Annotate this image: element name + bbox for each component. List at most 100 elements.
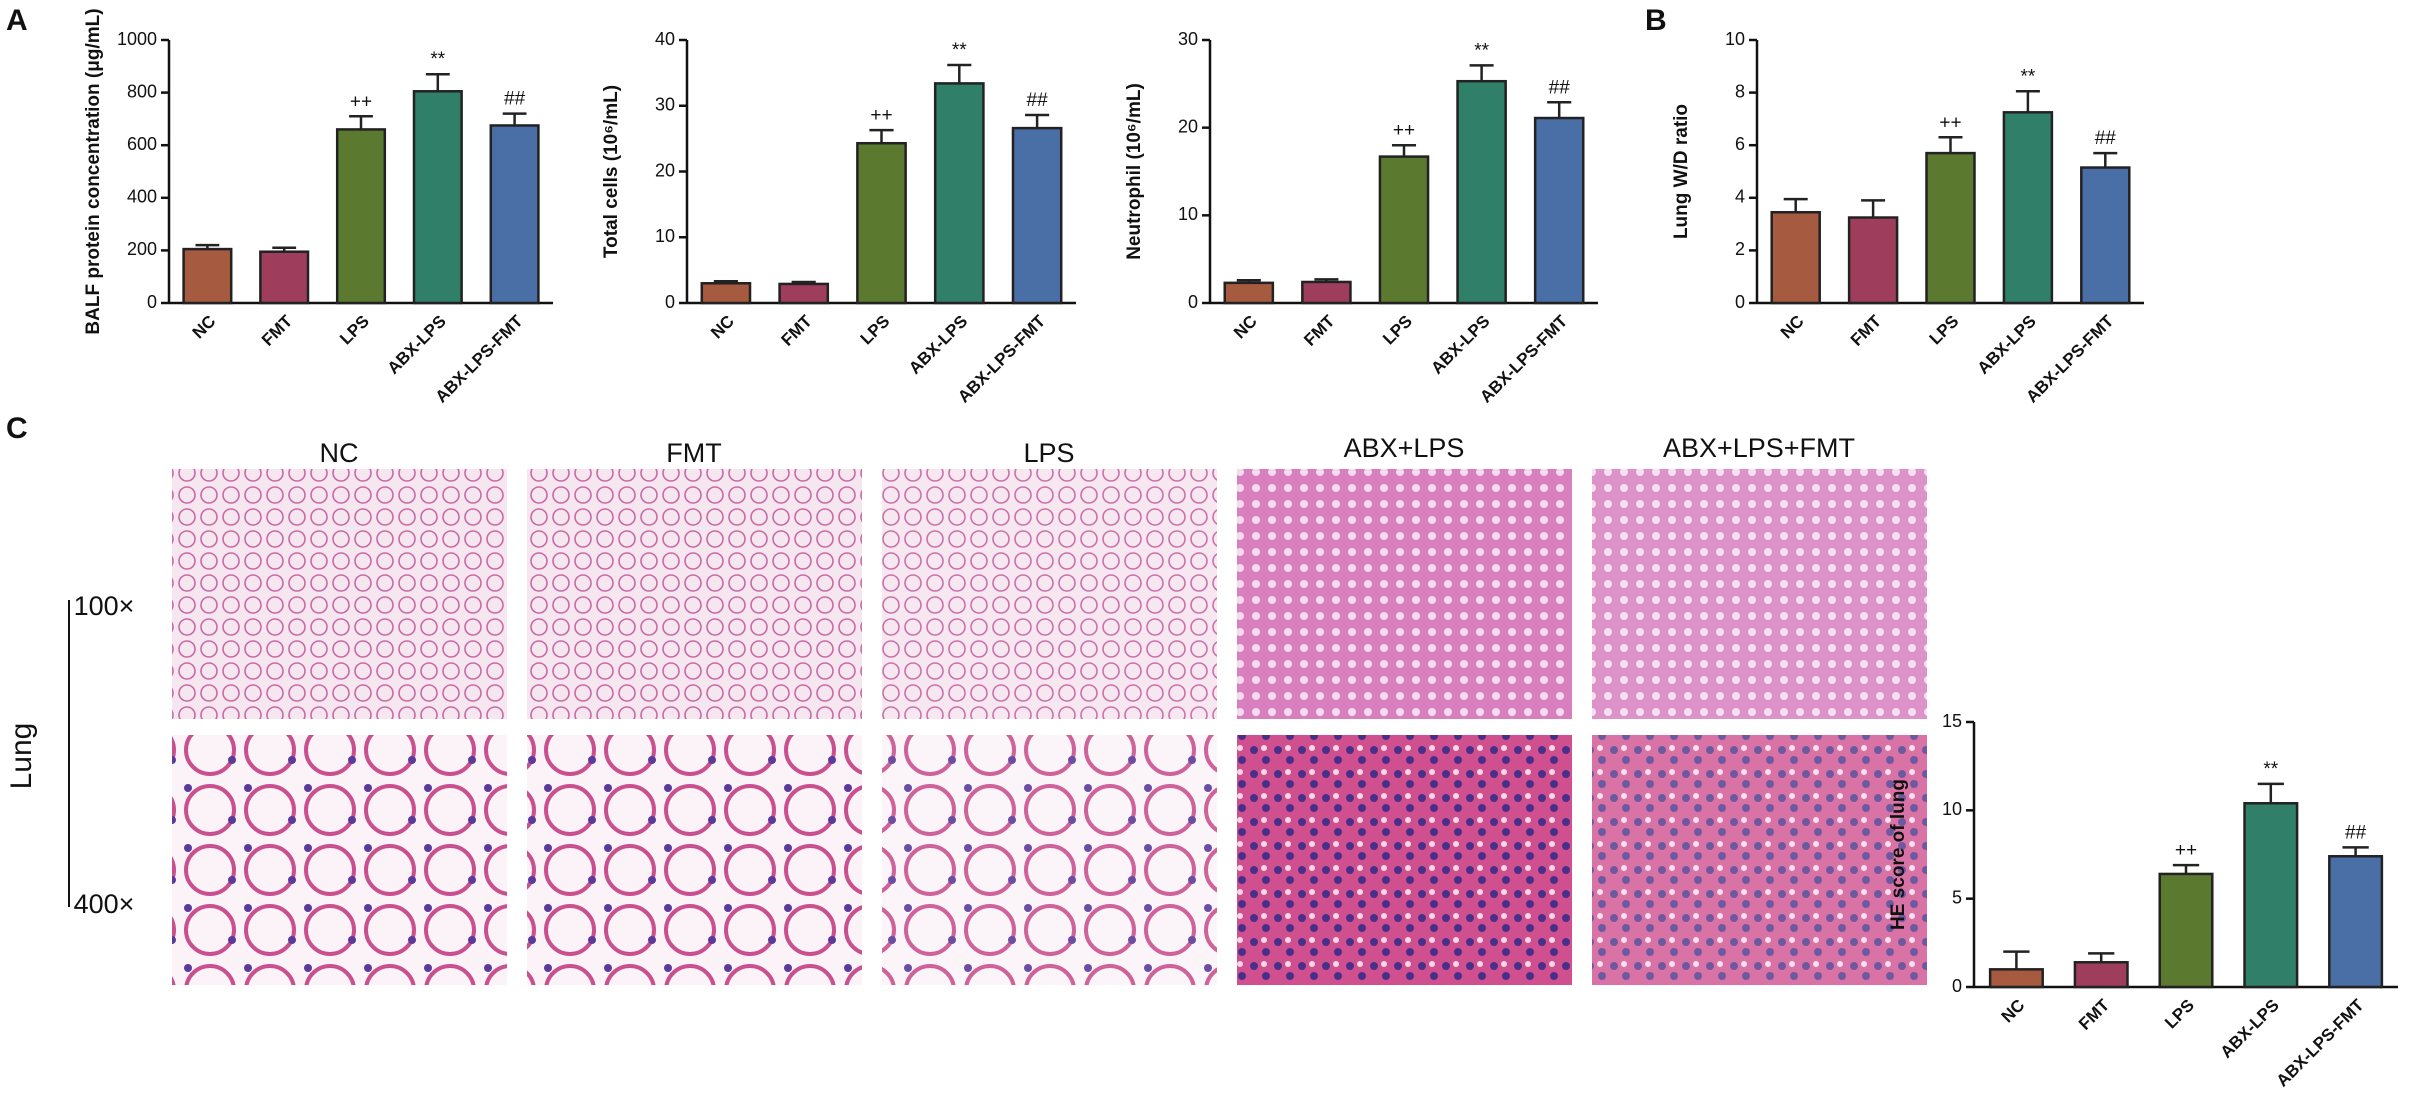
y-tick-label: 1000: [117, 29, 157, 49]
y-tick-label: 800: [127, 81, 157, 101]
micrograph: [527, 735, 862, 985]
significance-label: **: [952, 40, 967, 61]
y-axis-title: Neutrophil (10⁶/mL): [1124, 83, 1145, 260]
y-tick-label: 10: [1178, 204, 1198, 224]
x-tick-label: ABX-LPS: [384, 312, 450, 378]
x-tick-label: FMT: [1847, 311, 1886, 350]
y-tick-label: 0: [147, 292, 157, 312]
y-tick-label: 200: [127, 239, 157, 259]
significance-label: ##: [504, 89, 526, 110]
bar: [1988, 968, 2044, 989]
bar: [778, 282, 830, 305]
micrograph: [882, 469, 1217, 719]
x-tick-label: NC: [1230, 312, 1261, 343]
micrograph: [172, 735, 507, 985]
y-tick-label: 30: [1178, 29, 1198, 49]
bar: [2080, 166, 2131, 305]
significance-label: ++: [1939, 112, 1961, 133]
x-tick-label: FMT: [258, 311, 297, 350]
y-tick-label: 20: [655, 160, 675, 180]
y-tick-label: 10: [655, 226, 675, 246]
y-tick-label: 5: [1952, 887, 1962, 907]
x-tick-label: ABX-LPS: [1427, 312, 1493, 378]
bar: [1847, 216, 1899, 305]
y-axis-title: BALF protein concentration (μg/mL): [83, 8, 104, 334]
column-title: ABX+LPS: [1344, 433, 1465, 463]
micrograph: [1592, 469, 1927, 719]
micrograph: [882, 735, 1217, 985]
y-tick-label: 30: [655, 95, 675, 115]
x-tick-label: NC: [1777, 312, 1808, 343]
bar: [1301, 280, 1352, 305]
significance-label: ##: [1549, 77, 1571, 98]
micrograph: [1592, 735, 1927, 985]
y-tick-label: 2: [1735, 239, 1745, 259]
micrograph: [1237, 469, 1572, 719]
bar: [489, 124, 540, 305]
y-tick-label: 0: [1952, 976, 1962, 996]
significance-label: ++: [870, 105, 892, 126]
tissue-label: Lung: [5, 723, 38, 790]
x-tick-label: FMT: [1300, 311, 1339, 350]
bar: [259, 250, 310, 305]
y-tick-label: 40: [655, 29, 675, 49]
bar: [335, 128, 387, 305]
micrograph: [1237, 735, 1572, 985]
y-tick-label: 0: [1735, 292, 1745, 312]
y-tick-label: 600: [127, 134, 157, 154]
bar: [1770, 211, 1821, 305]
x-tick-label: ABX-LPS: [2217, 996, 2283, 1062]
x-tick-label: ABX-LPS: [905, 312, 971, 378]
y-tick-label: 0: [1188, 292, 1198, 312]
significance-label: **: [1474, 40, 1489, 61]
bar: [1925, 151, 1976, 305]
x-tick-label: LPS: [336, 312, 373, 349]
x-tick-label: ABX-LPS: [1974, 312, 2040, 378]
x-tick-label: NC: [707, 312, 738, 343]
bar: [2243, 802, 2299, 989]
panel-label: A: [6, 4, 28, 37]
x-tick-label: LPS: [1379, 312, 1416, 349]
micrograph: [527, 469, 862, 719]
x-tick-label: ABX-LPS-FMT: [2273, 995, 2368, 1090]
x-tick-label: FMT: [2075, 995, 2114, 1034]
column-title: LPS: [1023, 438, 1074, 468]
y-tick-label: 4: [1735, 187, 1745, 207]
y-axis-title: Lung W/D ratio: [1671, 104, 1692, 239]
bar: [1223, 281, 1275, 305]
significance-label: **: [430, 49, 445, 70]
panel-label: B: [1645, 4, 1667, 37]
column-title: FMT: [666, 438, 721, 468]
significance-label: ++: [350, 91, 372, 112]
y-axis-title: HE score of lung: [1888, 779, 1909, 930]
y-axis-title: Total cells (10⁶/mL): [601, 85, 622, 258]
bar: [856, 141, 907, 305]
bar: [933, 82, 985, 305]
micrographs: [68, 469, 1927, 985]
significance-label: ##: [1027, 90, 1049, 111]
x-tick-label: FMT: [778, 311, 817, 350]
bar: [2328, 855, 2384, 989]
significance-label: ++: [2175, 840, 2197, 861]
bar: [1378, 155, 1430, 305]
y-tick-label: 20: [1178, 116, 1198, 136]
significance-label: **: [2263, 759, 2278, 780]
row-label: 100×: [74, 591, 135, 621]
significance-label: ++: [1393, 120, 1415, 141]
bar: [412, 90, 463, 305]
y-tick-label: 6: [1735, 134, 1745, 154]
x-tick-label: NC: [189, 312, 220, 343]
column-title: NC: [320, 438, 359, 468]
x-tick-label: NC: [1998, 996, 2029, 1027]
column-title: ABX+LPS+FMT: [1663, 433, 1855, 463]
bar: [2073, 961, 2129, 989]
bar: [700, 282, 752, 305]
x-tick-label: LPS: [857, 312, 894, 349]
row-label: 400×: [74, 889, 135, 919]
panel-label: C: [6, 412, 28, 445]
micrograph: [172, 469, 507, 719]
significance-label: ##: [2345, 822, 2367, 843]
bar: [1533, 116, 1585, 305]
bar: [182, 247, 233, 305]
